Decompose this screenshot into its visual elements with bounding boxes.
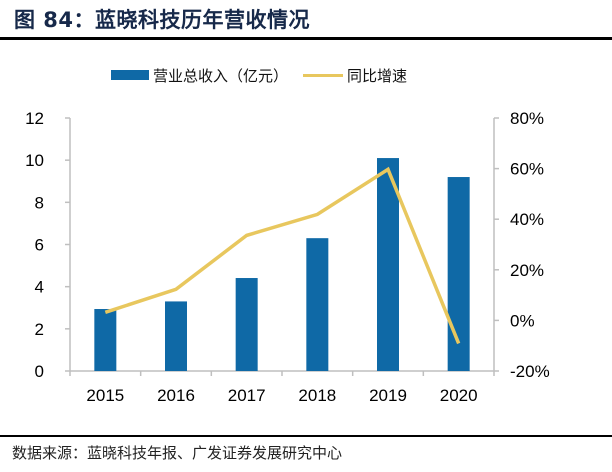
legend-label-revenue: 营业总收入（亿元） (153, 66, 289, 85)
legend-swatch-bar (111, 70, 149, 80)
axes (65, 117, 499, 376)
bar-2019 (377, 158, 399, 371)
source-rule (0, 435, 612, 437)
x-axis-tick-label: 2015 (86, 386, 124, 405)
right-axis-tick-label: 0% (510, 311, 535, 330)
left-axis-tick-label: 8 (35, 193, 44, 212)
legend-item-revenue: 营业总收入（亿元） (111, 64, 288, 86)
left-axis-tick-label: 10 (25, 151, 44, 170)
source-note: 数据来源：蓝晓科技年报、广发证券发展研究中心 (12, 444, 343, 462)
left-axis-tick-label: 12 (25, 109, 44, 128)
legend-label-growth: 同比增速 (347, 66, 408, 85)
title-rule (0, 37, 612, 40)
line-series (104, 166, 461, 345)
right-axis-tick-label: -20% (510, 362, 550, 381)
left-axis-tick-label: 2 (35, 320, 44, 339)
legend-swatch-line (303, 73, 343, 77)
bar-series (94, 158, 470, 371)
bar-2017 (235, 278, 258, 371)
x-axis-tick-label: 2019 (369, 386, 407, 405)
right-axis-tick-label: 80% (510, 109, 544, 128)
left-axis-tick-label: 4 (35, 278, 44, 297)
tick-labels: 0 2 4 6 8 10 12 -20% 0% 20% 40% 60% 80% 2015 2016 2017 2… (25, 109, 550, 405)
right-axis-tick-label: 20% (510, 261, 544, 280)
x-axis-tick-label: 2020 (440, 386, 478, 405)
right-axis-tick-label: 60% (510, 160, 544, 179)
x-axis-tick-label: 2016 (157, 386, 195, 405)
bar-2020 (447, 177, 470, 371)
x-axis-tick-label: 2018 (298, 386, 336, 405)
growth-line (104, 166, 461, 345)
left-axis-tick-label: 6 (35, 236, 44, 255)
bar-2015 (94, 309, 117, 371)
x-axis-tick-label: 2017 (228, 386, 266, 405)
right-axis-tick-label: 40% (510, 210, 544, 229)
revenue-chart: 0 2 4 6 8 10 12 -20% 0% 20% 40% 60% 80% 2015 2016 2017 2… (25, 109, 550, 405)
bar-2016 (165, 301, 187, 371)
chart-legend: 营业总收入（亿元） 同比增速 (0, 64, 612, 86)
figure-title: 图 84：蓝晓科技历年营收情况 (14, 8, 311, 32)
left-axis-tick-label: 0 (35, 362, 44, 381)
bar-2018 (306, 238, 329, 371)
legend-item-growth: 同比增速 (303, 64, 407, 86)
